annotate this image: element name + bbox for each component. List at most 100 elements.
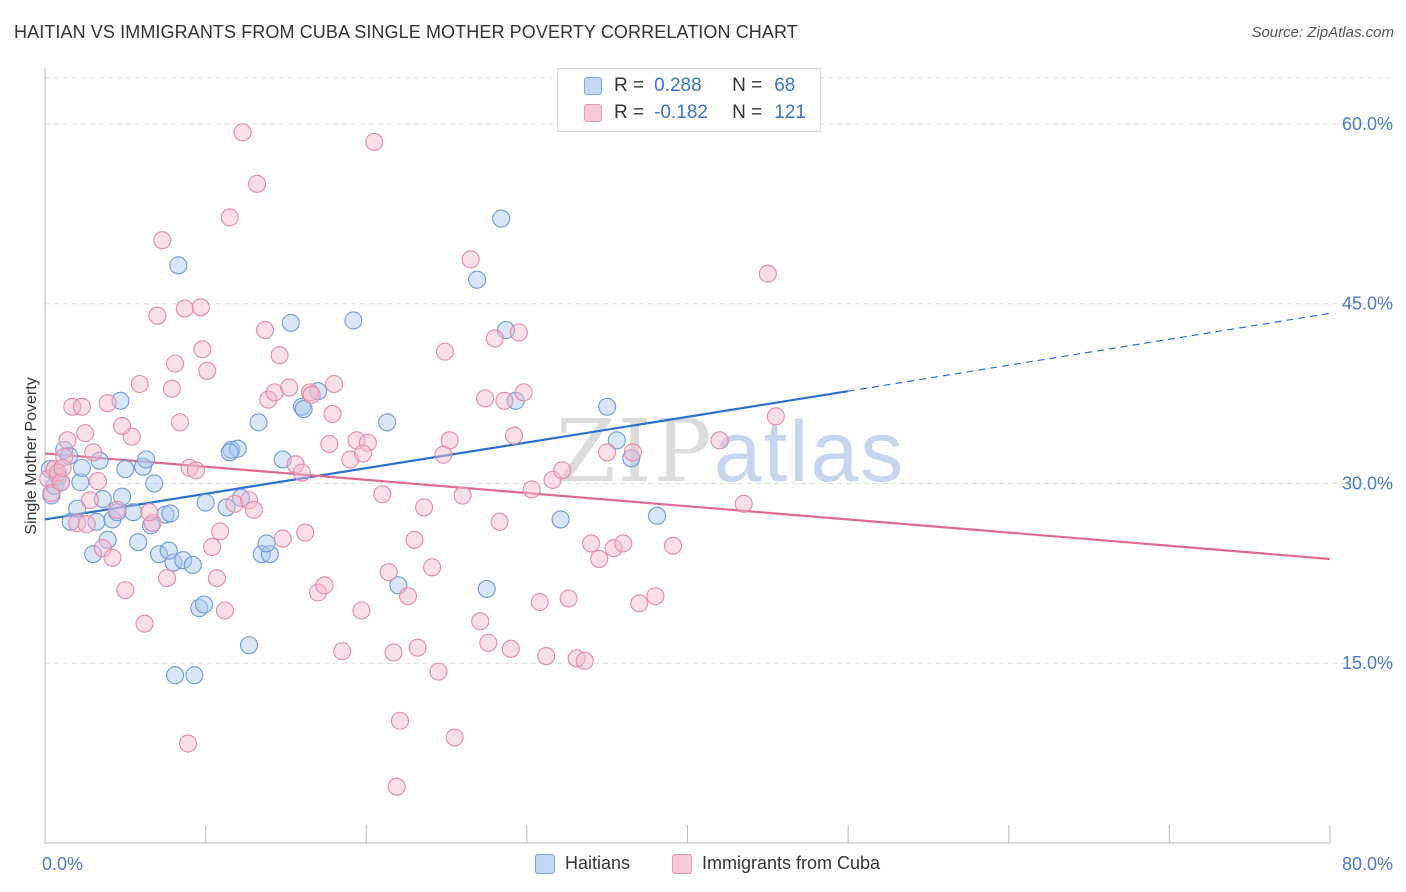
legend-r-value: -0.182 bbox=[654, 102, 708, 123]
point-cuba bbox=[88, 472, 108, 491]
point-haitians bbox=[149, 545, 169, 564]
point-cuba bbox=[270, 346, 289, 365]
watermark: ZIPatlas bbox=[556, 402, 905, 502]
point-cuba bbox=[495, 391, 514, 410]
point-cuba bbox=[514, 383, 533, 402]
series-legend-cuba: Immigrants from Cuba bbox=[672, 853, 880, 874]
point-haitians bbox=[598, 397, 617, 416]
y-tick-label: 30.0% bbox=[1342, 473, 1393, 493]
y-axis-label: Single Mother Poverty bbox=[23, 377, 40, 534]
point-cuba bbox=[143, 513, 162, 533]
point-haitians bbox=[161, 504, 180, 523]
point-cuba bbox=[52, 473, 71, 492]
point-cuba bbox=[244, 500, 263, 519]
point-haitians bbox=[190, 599, 209, 618]
point-cuba bbox=[48, 463, 67, 482]
series-legend: Haitians Immigrants from Cuba bbox=[0, 852, 1406, 878]
point-cuba bbox=[353, 444, 373, 463]
point-cuba bbox=[365, 132, 384, 151]
point-cuba bbox=[575, 651, 594, 670]
point-cuba bbox=[259, 390, 278, 409]
point-haitians bbox=[622, 449, 641, 468]
y-tick-label: 60.0% bbox=[1342, 114, 1393, 134]
point-cuba bbox=[504, 426, 524, 445]
point-cuba bbox=[537, 646, 556, 666]
point-cuba bbox=[203, 537, 222, 557]
point-cuba bbox=[398, 587, 418, 606]
point-cuba bbox=[148, 306, 167, 325]
point-haitians bbox=[607, 431, 626, 450]
point-cuba bbox=[485, 329, 504, 348]
point-cuba bbox=[103, 548, 122, 567]
point-cuba bbox=[434, 445, 453, 464]
point-cuba bbox=[315, 576, 334, 595]
point-cuba bbox=[116, 581, 135, 600]
point-cuba bbox=[663, 536, 683, 555]
point-cuba bbox=[140, 503, 159, 522]
legend-swatch-pink bbox=[584, 104, 602, 122]
series-legend-label: Haitians bbox=[565, 853, 631, 873]
point-cuba bbox=[265, 383, 284, 402]
point-cuba bbox=[408, 638, 427, 657]
point-cuba bbox=[530, 593, 549, 612]
series-legend-label: Immigrants from Cuba bbox=[702, 853, 881, 873]
point-haitians bbox=[84, 545, 103, 564]
point-cuba bbox=[80, 491, 100, 510]
axes bbox=[44, 68, 1331, 844]
point-cuba bbox=[734, 494, 753, 513]
point-haitians bbox=[116, 460, 135, 479]
point-haitians bbox=[166, 666, 185, 685]
point-cuba bbox=[614, 534, 633, 553]
point-haitians bbox=[257, 534, 276, 553]
point-cuba bbox=[198, 361, 217, 380]
point-haitians bbox=[159, 541, 178, 560]
point-cuba bbox=[162, 379, 181, 398]
point-cuba bbox=[76, 424, 95, 443]
data-points bbox=[39, 123, 785, 796]
point-cuba bbox=[193, 340, 212, 359]
point-cuba bbox=[53, 458, 72, 477]
point-cuba bbox=[108, 500, 127, 519]
point-cuba bbox=[280, 378, 299, 397]
point-cuba bbox=[461, 250, 480, 269]
legend-row-cuba: R = -0.182 N = 121 bbox=[584, 100, 806, 126]
trend-line-extension bbox=[848, 312, 1331, 392]
point-cuba bbox=[178, 734, 198, 753]
point-haitians bbox=[124, 503, 143, 522]
point-haitians bbox=[468, 270, 487, 289]
point-cuba bbox=[84, 443, 103, 462]
point-cuba bbox=[522, 480, 541, 499]
point-cuba bbox=[135, 614, 154, 633]
point-cuba bbox=[352, 601, 371, 620]
point-cuba bbox=[225, 494, 244, 513]
legend-swatch-blue bbox=[584, 77, 602, 95]
point-cuba bbox=[98, 394, 117, 413]
point-haitians bbox=[98, 530, 117, 549]
point-cuba bbox=[323, 404, 342, 424]
point-cuba bbox=[553, 461, 572, 480]
point-haitians bbox=[185, 666, 204, 685]
legend-r-label: R = bbox=[614, 75, 645, 96]
legend-r-label: R = bbox=[614, 102, 645, 123]
legend-n-label: N = bbox=[732, 75, 763, 96]
point-cuba bbox=[423, 558, 442, 577]
point-cuba bbox=[379, 563, 398, 582]
series-legend-haitians: Haitians bbox=[535, 853, 630, 874]
point-haitians bbox=[194, 595, 214, 614]
point-cuba bbox=[113, 416, 132, 435]
point-haitians bbox=[249, 413, 268, 432]
point-haitians bbox=[137, 450, 156, 469]
point-haitians bbox=[378, 413, 397, 432]
point-cuba bbox=[347, 431, 366, 450]
point-cuba bbox=[479, 633, 498, 652]
point-haitians bbox=[169, 256, 188, 275]
legend-n-value: 68 bbox=[774, 75, 796, 96]
point-haitians bbox=[68, 499, 87, 518]
correlation-legend: R = 0.288 N = 68 R = -0.182 N = 121 bbox=[557, 68, 821, 132]
point-haitians bbox=[93, 489, 112, 509]
point-cuba bbox=[598, 443, 617, 462]
point-cuba bbox=[415, 498, 434, 517]
tick-labels: 15.0% 30.0% 45.0% 60.0% 0.0% 80.0% bbox=[42, 114, 1393, 874]
y-tick-label: 15.0% bbox=[1342, 653, 1393, 673]
